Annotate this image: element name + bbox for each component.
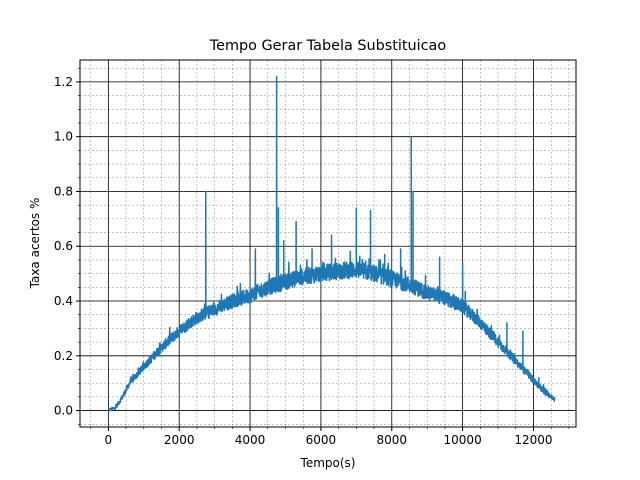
series-layer bbox=[107, 75, 556, 412]
chart-title: Tempo Gerar Tabela Substituicao bbox=[209, 38, 447, 54]
x-axis-ticks: 0 2000 4000 6000 8000 10000 12000 bbox=[90, 427, 570, 447]
y-tick-label: 1.0 bbox=[54, 130, 73, 144]
x-tick-label: 8000 bbox=[376, 433, 407, 447]
y-tick-label: 1.2 bbox=[54, 75, 73, 89]
x-tick-label: 4000 bbox=[235, 433, 266, 447]
y-tick-label: 0.4 bbox=[54, 294, 73, 308]
major-grid bbox=[80, 60, 576, 427]
y-axis-ticks: 0.0 0.2 0.4 0.6 0.8 1.0 1.2 bbox=[54, 67, 80, 425]
y-tick-label: 0.8 bbox=[54, 184, 73, 198]
x-axis-label: Tempo(s) bbox=[300, 456, 356, 470]
y-tick-label: 0.0 bbox=[54, 404, 73, 418]
y-tick-label: 0.2 bbox=[54, 349, 73, 363]
x-tick-label: 10000 bbox=[444, 433, 482, 447]
x-tick-label: 6000 bbox=[306, 433, 337, 447]
x-tick-label: 0 bbox=[105, 433, 113, 447]
series-line bbox=[107, 75, 556, 412]
y-tick-label: 0.6 bbox=[54, 239, 73, 253]
plot-frame bbox=[79, 59, 577, 428]
x-tick-label: 12000 bbox=[514, 433, 552, 447]
x-tick-label: 2000 bbox=[164, 433, 195, 447]
y-axis-label: Taxa acertos % bbox=[28, 198, 42, 290]
